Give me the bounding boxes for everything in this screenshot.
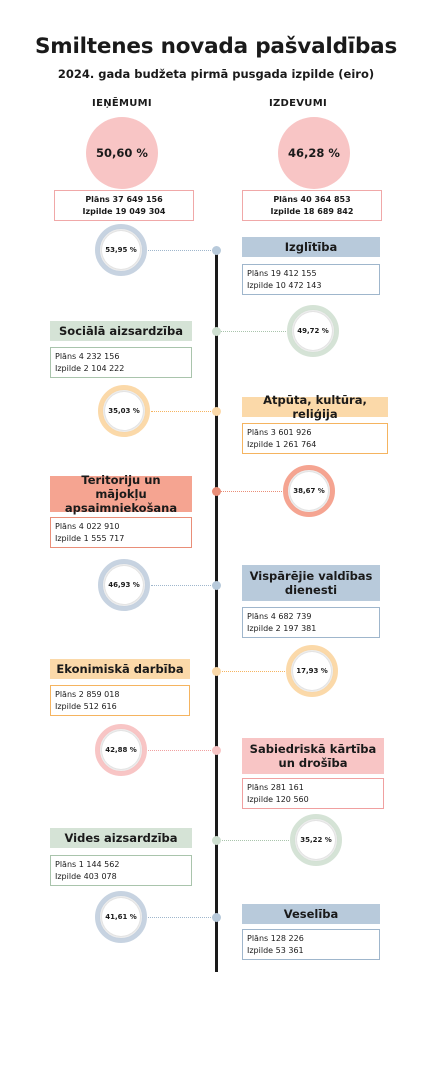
category-values-box: Plāns 3 601 926 Izpilde 1 261 764 bbox=[242, 423, 388, 454]
connector-line bbox=[216, 331, 286, 332]
category-plan: Plāns 4 022 910 bbox=[55, 522, 120, 531]
income-plan: Plāns 37 649 156 bbox=[85, 195, 163, 204]
timeline-dot bbox=[212, 580, 221, 590]
expenses-plan: Plāns 40 364 853 bbox=[273, 195, 351, 204]
category-plan: Plāns 4 232 156 bbox=[55, 352, 120, 361]
category-label: Vides aizsardzība bbox=[50, 828, 192, 848]
expenses-execution: Izpilde 18 689 842 bbox=[270, 207, 354, 216]
percent-ring: 41,61 % bbox=[95, 891, 147, 943]
category-plan: Plāns 128 226 bbox=[247, 934, 304, 943]
timeline-dot bbox=[212, 666, 221, 676]
category-plan: Plāns 2 859 018 bbox=[55, 690, 120, 699]
income-percent-circle: 50,60 % bbox=[86, 117, 158, 189]
connector-line bbox=[216, 671, 285, 672]
category-values-box: Plāns 128 226 Izpilde 53 361 bbox=[242, 929, 380, 960]
expenses-percent-circle: 46,28 % bbox=[278, 117, 350, 189]
category-execution: Izpilde 2 104 222 bbox=[55, 364, 125, 373]
percent-value: 17,93 % bbox=[293, 652, 331, 690]
connector-line bbox=[216, 840, 289, 841]
percent-value: 35,22 % bbox=[297, 821, 335, 859]
category-label: Sabiedriskā kārtība un drošība bbox=[242, 738, 384, 774]
percent-value: 38,67 % bbox=[290, 472, 328, 510]
category-values-box: Plāns 4 022 910 Izpilde 1 555 717 bbox=[50, 517, 192, 548]
category-plan: Plāns 1 144 562 bbox=[55, 860, 120, 869]
category-values-box: Plāns 19 412 155 Izpilde 10 472 143 bbox=[242, 264, 380, 295]
timeline-dot bbox=[212, 245, 221, 255]
category-label: Atpūta, kultūra, reliģija bbox=[242, 393, 388, 421]
percent-value: 41,61 % bbox=[102, 898, 140, 936]
category-label: Izglītība bbox=[242, 237, 380, 257]
connector-line bbox=[151, 411, 217, 412]
category-execution: Izpilde 403 078 bbox=[55, 872, 117, 881]
category-execution: Izpilde 10 472 143 bbox=[247, 281, 322, 290]
expenses-heading: IZDEVUMI bbox=[268, 98, 328, 109]
category-values-box: Plāns 281 161 Izpilde 120 560 bbox=[242, 778, 384, 809]
category-values-box: Plāns 4 232 156 Izpilde 2 104 222 bbox=[50, 347, 192, 378]
percent-ring: 42,88 % bbox=[95, 724, 147, 776]
percent-ring: 38,67 % bbox=[283, 465, 335, 517]
percent-ring: 46,93 % bbox=[98, 559, 150, 611]
connector-line bbox=[216, 491, 282, 492]
category-execution: Izpilde 1 555 717 bbox=[55, 534, 125, 543]
category-execution: Izpilde 53 361 bbox=[247, 946, 304, 955]
category-plan: Plāns 19 412 155 bbox=[247, 269, 317, 278]
percent-value: 46,93 % bbox=[105, 566, 143, 604]
category-execution: Izpilde 2 197 381 bbox=[247, 624, 317, 633]
timeline-dot bbox=[212, 835, 221, 845]
page-title: Smiltenes novada pašvaldības bbox=[34, 34, 398, 59]
category-execution: Izpilde 512 616 bbox=[55, 702, 117, 711]
timeline-dot bbox=[212, 326, 221, 336]
category-values-box: Plāns 2 859 018 Izpilde 512 616 bbox=[50, 685, 190, 716]
income-heading: IEŅĒMUMI bbox=[92, 98, 152, 109]
percent-ring: 17,93 % bbox=[286, 645, 338, 697]
timeline-axis bbox=[215, 250, 218, 972]
connector-line bbox=[151, 585, 217, 586]
percent-ring: 35,22 % bbox=[290, 814, 342, 866]
percent-ring: 35,03 % bbox=[98, 385, 150, 437]
percent-value: 53,95 % bbox=[102, 231, 140, 269]
category-values-box: Plāns 1 144 562 Izpilde 403 078 bbox=[50, 855, 192, 886]
category-label: Sociālā aizsardzība bbox=[50, 321, 192, 341]
category-label: Veselība bbox=[242, 904, 380, 924]
category-plan: Plāns 281 161 bbox=[247, 783, 304, 792]
page-subtitle: 2024. gada budžeta pirmā pusgada izpilde… bbox=[57, 67, 375, 81]
timeline-dot bbox=[212, 745, 221, 755]
income-execution: Izpilde 19 049 304 bbox=[82, 207, 166, 216]
expenses-summary-box: Plāns 40 364 853 Izpilde 18 689 842 bbox=[242, 190, 382, 221]
income-summary-box: Plāns 37 649 156 Izpilde 19 049 304 bbox=[54, 190, 194, 221]
percent-value: 42,88 % bbox=[102, 731, 140, 769]
category-plan: Plāns 3 601 926 bbox=[247, 428, 312, 437]
category-execution: Izpilde 120 560 bbox=[247, 795, 309, 804]
category-values-box: Plāns 4 682 739 Izpilde 2 197 381 bbox=[242, 607, 380, 638]
connector-line bbox=[148, 917, 217, 918]
percent-value: 35,03 % bbox=[105, 392, 143, 430]
category-plan: Plāns 4 682 739 bbox=[247, 612, 312, 621]
connector-line bbox=[148, 750, 217, 751]
category-label: Teritoriju un mājokļu apsaimniekošana bbox=[50, 473, 192, 515]
percent-ring: 53,95 % bbox=[95, 224, 147, 276]
connector-line bbox=[148, 250, 217, 251]
percent-ring: 49,72 % bbox=[287, 305, 339, 357]
category-execution: Izpilde 1 261 764 bbox=[247, 440, 317, 449]
category-label: Ekonimiskā darbība bbox=[50, 659, 190, 679]
timeline-dot bbox=[212, 912, 221, 922]
timeline-dot bbox=[212, 486, 221, 496]
category-label: Vispārējie valdības dienesti bbox=[242, 565, 380, 601]
percent-value: 49,72 % bbox=[294, 312, 332, 350]
timeline-dot bbox=[212, 406, 221, 416]
